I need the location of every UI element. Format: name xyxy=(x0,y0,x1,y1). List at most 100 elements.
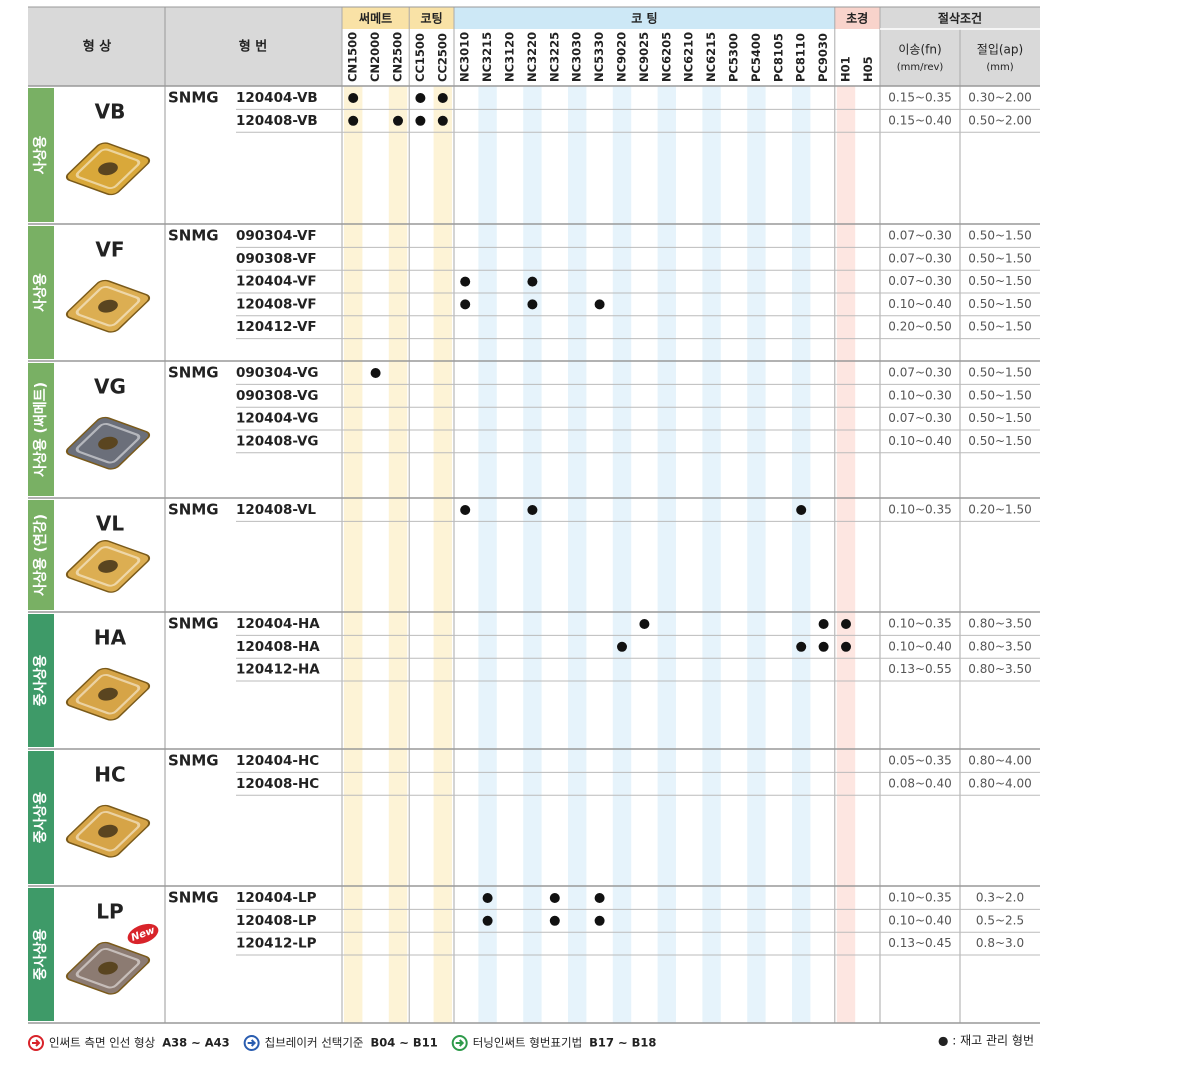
grade-label: NC9025 xyxy=(637,32,651,82)
model-code: 120408-LP xyxy=(236,913,317,929)
feed-unit: (mm/rev) xyxy=(897,62,944,73)
stock-dot xyxy=(639,619,650,629)
insert-hole xyxy=(98,687,118,701)
depth: 0.50~1.50 xyxy=(968,434,1032,448)
model-code: 120412-HA xyxy=(236,662,320,678)
stock-dot xyxy=(348,115,359,126)
stock-dot xyxy=(460,276,471,287)
depth: 0.50~1.50 xyxy=(968,366,1032,380)
stock-dot xyxy=(796,641,807,652)
depth: 0.20~1.50 xyxy=(968,503,1032,517)
stock-dot xyxy=(460,505,471,515)
footer-ref: B17 ~ B18 xyxy=(589,1036,656,1050)
group-header-bg xyxy=(454,7,835,29)
depth: 0.80~4.00 xyxy=(968,776,1032,790)
column-shade xyxy=(657,86,676,1023)
feed: 0.08~0.40 xyxy=(888,776,952,790)
footer-ref: A38 ~ A43 xyxy=(162,1036,229,1050)
depth: 0.3~2.0 xyxy=(976,891,1024,905)
depth: 0.50~2.00 xyxy=(968,113,1032,127)
column-shade xyxy=(836,86,856,1023)
depth: 0.8~3.0 xyxy=(976,936,1024,950)
depth: 0.50~1.50 xyxy=(968,297,1032,311)
grade-label: NC6215 xyxy=(704,32,718,82)
use-label: 사상용 xyxy=(33,136,49,175)
depth: 0.50~1.50 xyxy=(968,388,1032,402)
feed: 0.10~0.30 xyxy=(888,388,952,402)
grade-label: NC3120 xyxy=(503,32,517,82)
grade-label: CN1500 xyxy=(346,32,360,82)
grade-label: NC3010 xyxy=(458,32,472,82)
column-shade xyxy=(433,86,452,1023)
stock-dot xyxy=(370,368,381,378)
grade-label: PC8110 xyxy=(794,33,808,82)
model-code: 090304-VG xyxy=(236,365,319,381)
grade-label: H01 xyxy=(839,56,853,82)
model-code: 120408-VB xyxy=(236,113,318,129)
footer-icon xyxy=(28,1035,44,1051)
footer-ref: B04 ~ B11 xyxy=(371,1036,438,1050)
grade-label: NC6205 xyxy=(659,32,673,82)
legend: ● : 재고 관리 형번 xyxy=(938,1034,1034,1048)
column-shade xyxy=(747,86,766,1023)
group-header-bg xyxy=(834,7,880,29)
shape-name: VB xyxy=(95,100,126,124)
feed: 0.13~0.45 xyxy=(888,936,952,950)
stock-dot xyxy=(617,641,627,652)
feed: 0.15~0.35 xyxy=(888,91,952,105)
stock-dot xyxy=(549,915,560,926)
group-header: 초경 xyxy=(846,12,868,26)
insert-hole xyxy=(98,824,118,838)
feed: 0.07~0.30 xyxy=(888,229,952,243)
model-code: 120404-HA xyxy=(236,616,320,632)
grade-label: PC9030 xyxy=(816,33,830,82)
stock-dot xyxy=(527,299,538,310)
stock-dot xyxy=(527,276,538,287)
model-code: 120408-HC xyxy=(236,776,319,792)
use-label: 사상용 (써메트) xyxy=(32,382,49,477)
feed: 0.10~0.35 xyxy=(888,617,952,631)
model-code: 120408-VF xyxy=(236,296,317,312)
new-badge xyxy=(127,923,159,945)
use-strip xyxy=(28,88,54,222)
column-shade xyxy=(792,86,811,1023)
model-code: 120408-VG xyxy=(236,433,319,449)
use-strip xyxy=(28,614,54,747)
model-code: 090304-VF xyxy=(236,228,317,244)
stock-dot xyxy=(482,893,493,903)
grade-label: NC3030 xyxy=(570,32,584,82)
depth: 0.80~3.50 xyxy=(968,639,1032,653)
column-shade xyxy=(388,86,408,1023)
grade-label: NC3215 xyxy=(480,32,494,82)
prefix: SNMG xyxy=(168,615,219,633)
use-strip xyxy=(28,751,54,884)
insert-image xyxy=(65,804,151,858)
stock-dot xyxy=(460,299,471,310)
stock-dot xyxy=(482,915,493,926)
use-label: 중사상용 xyxy=(33,655,49,707)
grade-label: NC9020 xyxy=(615,32,629,82)
header-bg xyxy=(28,7,342,86)
stock-dot xyxy=(594,299,605,310)
insert-face xyxy=(75,546,141,587)
model-code: 120404-VG xyxy=(236,411,319,427)
stock-dot xyxy=(594,893,605,903)
stock-dot xyxy=(348,93,359,103)
grade-label: PC5400 xyxy=(749,33,763,82)
prefix: SNMG xyxy=(168,227,219,245)
grade-label: H05 xyxy=(861,56,875,82)
use-label: 중사상용 xyxy=(33,929,49,981)
conditions-header: 절삭조건 xyxy=(938,11,982,26)
feed: 0.10~0.40 xyxy=(888,639,952,653)
stock-dot xyxy=(796,505,807,515)
feed: 0.07~0.30 xyxy=(888,251,952,265)
depth: 0.80~3.50 xyxy=(968,662,1032,676)
model-code: 090308-VF xyxy=(236,251,317,267)
group-header: 코팅 xyxy=(421,11,443,26)
grade-label: PC5300 xyxy=(727,33,741,82)
model-code: 120408-HA xyxy=(236,639,320,655)
insert-hole xyxy=(98,162,118,176)
insert-image xyxy=(65,142,151,196)
column-shade xyxy=(702,86,721,1023)
